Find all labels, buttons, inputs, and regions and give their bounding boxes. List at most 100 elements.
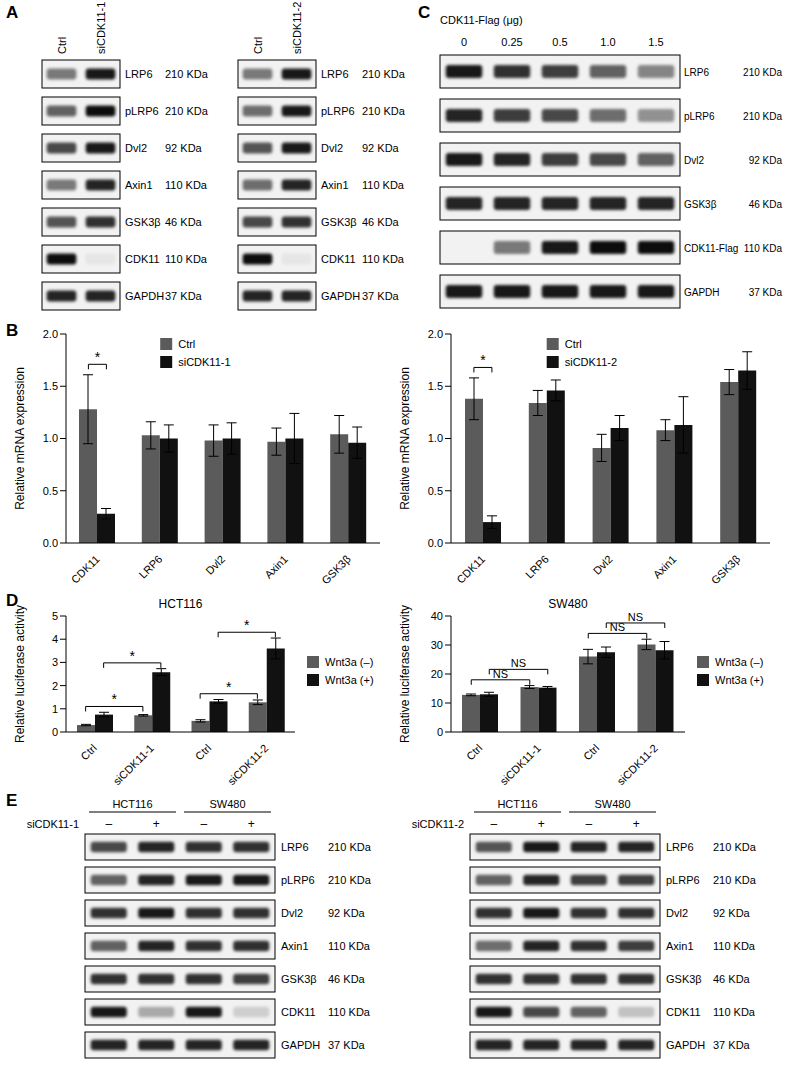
svg-text:GAPDH: GAPDH [281,1039,320,1051]
svg-text:110 KDa: 110 KDa [362,179,405,191]
svg-text:210 KDa: 210 KDa [713,841,757,853]
svg-text:–: – [585,817,592,831]
svg-text:20: 20 [431,668,443,680]
svg-text:*: * [112,691,118,707]
svg-text:GAPDH: GAPDH [684,287,720,298]
svg-text:+: + [153,817,160,831]
svg-text:LRP6: LRP6 [125,68,153,80]
svg-text:siCDK11-2: siCDK11-2 [412,818,464,830]
svg-text:GSK3β: GSK3β [321,216,357,228]
svg-text:CDK11-Flag (μg): CDK11-Flag (μg) [440,14,523,26]
svg-text:NS: NS [493,668,508,680]
svg-text:GSK3β: GSK3β [281,973,317,985]
svg-text:B: B [6,321,18,340]
svg-text:E: E [6,791,17,810]
svg-text:SW480: SW480 [548,597,588,611]
svg-text:10: 10 [431,697,443,709]
svg-text:siCDK11-2: siCDK11-2 [565,356,617,368]
svg-text:3: 3 [52,656,58,668]
svg-text:pLRP6: pLRP6 [321,105,355,117]
svg-text:CDK11: CDK11 [666,1006,701,1018]
svg-text:+: + [248,817,255,831]
svg-text:A: A [6,3,18,22]
svg-text:Axin1: Axin1 [281,940,309,952]
svg-text:210 KDa: 210 KDa [362,68,406,80]
svg-text:siCDK11-2: siCDK11-2 [225,742,271,788]
svg-text:110 KDa: 110 KDa [713,1006,756,1018]
svg-text:37 KDa: 37 KDa [749,287,783,298]
svg-text:CDK11: CDK11 [125,253,160,265]
svg-text:NS: NS [610,621,625,633]
svg-text:*: * [226,679,232,695]
svg-text:CDK11-Flag: CDK11-Flag [684,243,738,254]
svg-text:0.0: 0.0 [428,537,443,549]
svg-text:Axin1: Axin1 [321,179,349,191]
svg-text:Dvl2: Dvl2 [591,553,615,577]
svg-text:Ctrl: Ctrl [78,742,99,763]
svg-text:Ctrl: Ctrl [565,338,582,350]
svg-text:210 KDa: 210 KDa [165,68,209,80]
svg-text:pLRP6: pLRP6 [281,874,315,886]
svg-text:92 KDa: 92 KDa [165,142,203,154]
svg-text:siCDK11-1: siCDK11-1 [497,742,543,788]
svg-text:GAPDH: GAPDH [666,1039,705,1051]
svg-text:1.5: 1.5 [648,36,663,48]
svg-text:210 KDa: 210 KDa [165,105,209,117]
svg-text:0.5: 0.5 [552,36,567,48]
svg-text:37 KDa: 37 KDa [362,290,400,302]
svg-text:*: * [480,352,486,368]
svg-text:pLRP6: pLRP6 [125,105,159,117]
svg-text:110 KDa: 110 KDa [362,253,405,265]
svg-text:–: – [490,817,497,831]
svg-text:37 KDa: 37 KDa [328,1039,366,1051]
svg-text:siCDK11-2: siCDK11-2 [614,742,660,788]
svg-text:46 KDa: 46 KDa [165,216,203,228]
svg-text:CDK11: CDK11 [281,1006,316,1018]
svg-text:+: + [538,817,545,831]
svg-text:Wnt3a (–): Wnt3a (–) [325,656,373,668]
svg-text:2.0: 2.0 [428,328,443,340]
svg-text:pLRP6: pLRP6 [684,111,715,122]
svg-text:Relative mRNA expression: Relative mRNA expression [13,367,27,510]
svg-text:46 KDa: 46 KDa [328,973,366,985]
svg-text:0.0: 0.0 [43,537,58,549]
svg-text:siCDK11-1: siCDK11-1 [178,356,230,368]
svg-text:Dvl2: Dvl2 [321,142,343,154]
svg-text:Relative luciferase activity: Relative luciferase activity [398,605,412,743]
svg-text:GAPDH: GAPDH [321,290,360,302]
svg-text:Axin1: Axin1 [666,940,694,952]
svg-text:CDK11: CDK11 [321,253,356,265]
svg-text:*: * [95,349,101,365]
svg-text:siCDK11-1: siCDK11-1 [27,818,79,830]
svg-text:Relative luciferase activity: Relative luciferase activity [13,605,27,743]
svg-text:Ctrl: Ctrl [178,338,195,350]
svg-text:110 KDa: 110 KDa [328,940,371,952]
svg-text:Dvl2: Dvl2 [125,142,147,154]
svg-text:46 KDa: 46 KDa [362,216,400,228]
svg-text:LRP6: LRP6 [684,67,709,78]
svg-text:NS: NS [628,611,643,623]
svg-text:210 KDa: 210 KDa [743,111,782,122]
svg-text:HCT116: HCT116 [112,798,152,810]
svg-text:CDK11: CDK11 [69,553,102,586]
svg-text:siCDK11-1: siCDK11-1 [111,742,157,788]
svg-text:0.5: 0.5 [428,485,443,497]
svg-text:Wnt3a (+): Wnt3a (+) [715,674,764,686]
svg-text:2: 2 [52,680,58,692]
svg-text:Axin1: Axin1 [125,179,153,191]
svg-text:NS: NS [511,657,526,669]
svg-text:Relative mRNA expression: Relative mRNA expression [398,367,412,510]
svg-text:HCT116: HCT116 [497,798,537,810]
svg-text:SW480: SW480 [209,798,245,810]
svg-text:1.0: 1.0 [43,432,58,444]
svg-text:210 KDa: 210 KDa [328,841,372,853]
svg-text:92 KDa: 92 KDa [362,142,400,154]
svg-text:siCDK11-2: siCDK11-2 [291,2,303,54]
svg-text:0: 0 [461,36,467,48]
svg-text:92 KDa: 92 KDa [328,907,366,919]
svg-text:1.5: 1.5 [43,380,58,392]
svg-text:Dvl2: Dvl2 [203,553,227,577]
svg-text:1: 1 [52,703,58,715]
svg-text:0.25: 0.25 [501,36,522,48]
svg-text:C: C [418,3,430,22]
